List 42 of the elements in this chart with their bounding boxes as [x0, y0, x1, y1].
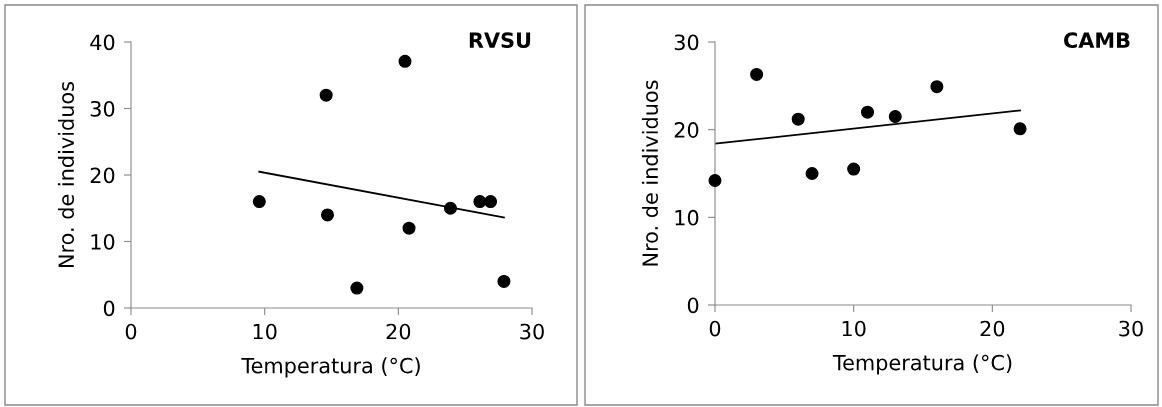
- y-tick-label: 0: [103, 300, 115, 317]
- point: [443, 201, 457, 215]
- point: [1013, 122, 1027, 136]
- y-tick-label: 40: [90, 34, 115, 51]
- x-tick-label: 20: [980, 320, 1005, 337]
- y-tick-label: 30: [90, 100, 115, 117]
- y-tick-label: 20: [90, 167, 115, 184]
- y-tick-label: 30: [674, 34, 699, 51]
- x-tick-label: 30: [1119, 320, 1143, 337]
- point: [484, 195, 498, 209]
- point: [888, 110, 902, 124]
- point: [930, 80, 944, 94]
- chart-title: CAMB: [1064, 32, 1130, 49]
- point: [320, 208, 334, 222]
- point: [750, 67, 764, 81]
- x-axis-title: Temperatura (°C): [241, 357, 420, 378]
- point: [497, 274, 511, 288]
- y-axis-title: Nro. de individuos: [641, 80, 659, 266]
- point: [847, 162, 861, 176]
- point: [398, 54, 412, 68]
- x-tick-label: 20: [386, 323, 411, 340]
- x-axis-title: Temperatura (°C): [832, 354, 1012, 375]
- y-axis-title: Nro. de individuos: [57, 81, 75, 268]
- point: [350, 281, 364, 295]
- x-tick-label: 30: [520, 323, 544, 340]
- point: [791, 112, 805, 126]
- x-tick-label: 0: [125, 323, 137, 340]
- point: [805, 166, 819, 181]
- x-tick-label: 10: [842, 320, 866, 337]
- y-tick-label: 10: [91, 233, 115, 250]
- point: [473, 195, 487, 209]
- y-tick-label: 0: [687, 297, 699, 314]
- y-tick-label: 20: [674, 122, 699, 138]
- point: [861, 105, 875, 119]
- y-tick-label: 10: [675, 209, 699, 226]
- x-tick-label: 10: [253, 323, 277, 340]
- point: [708, 174, 722, 188]
- point: [402, 221, 416, 235]
- chart-title: RVSU: [469, 32, 531, 49]
- x-tick-label: 0: [709, 320, 721, 337]
- point: [319, 88, 333, 102]
- point: [252, 195, 266, 209]
